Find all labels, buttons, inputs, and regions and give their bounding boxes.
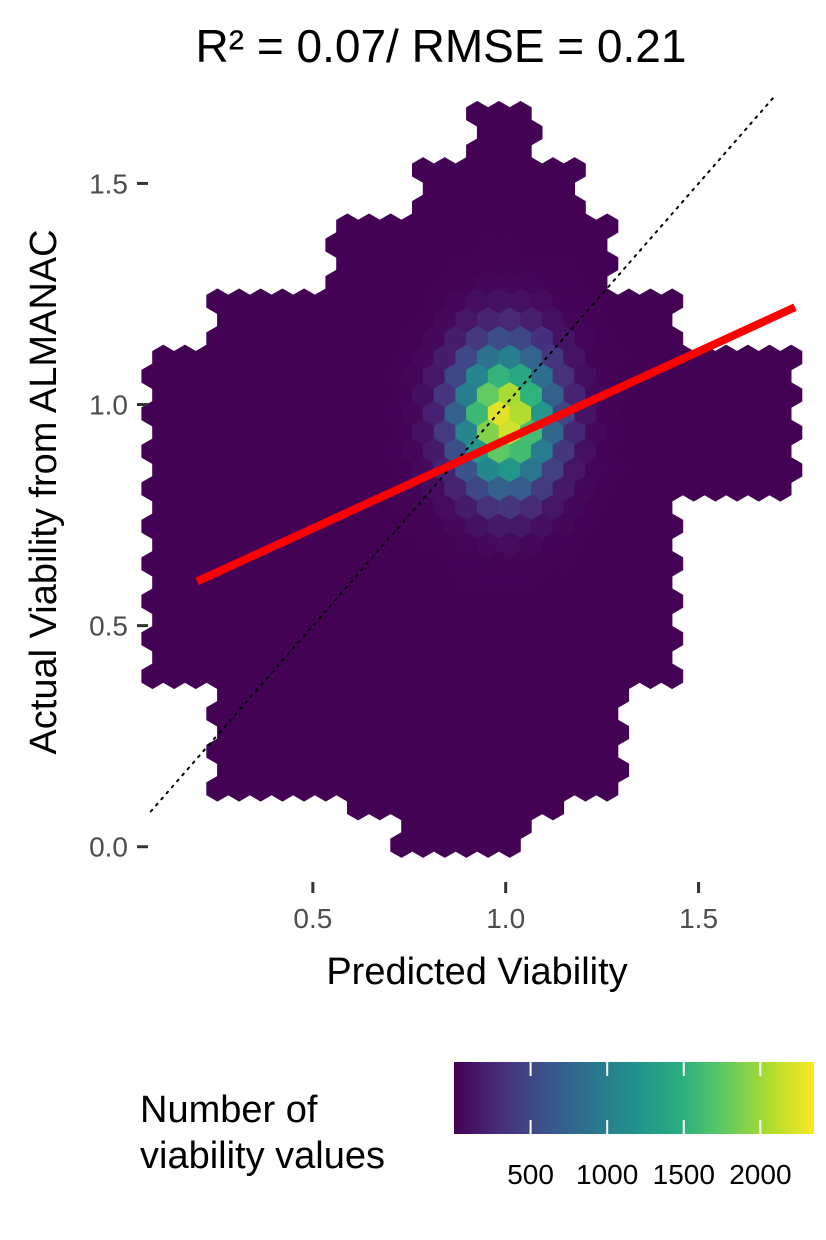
legend-tick-label: 2000	[729, 1159, 791, 1190]
legend-title-line-2: viability values	[140, 1135, 385, 1177]
chart-title: R² = 0.07/ RMSE = 0.21	[196, 20, 687, 72]
legend-title-line-1: Number of	[140, 1089, 318, 1131]
hex-cell	[498, 832, 521, 858]
x-tick-label: 0.5	[293, 903, 332, 934]
hex-cell	[541, 794, 565, 821]
x-tick-label: 1.5	[679, 903, 718, 934]
identity-line	[149, 94, 777, 813]
hex-cell	[660, 663, 684, 690]
legend-colorbar	[454, 1062, 814, 1134]
fit-line-path	[195, 303, 797, 586]
y-tick-label: 0.5	[89, 611, 128, 642]
hexbin-cells	[141, 100, 803, 858]
fit-line	[195, 303, 797, 586]
y-axis-title: Actual Viability from ALMANAC	[23, 229, 65, 754]
legend-tick-label: 1500	[653, 1159, 715, 1190]
y-tick-label: 1.0	[89, 390, 128, 421]
legend: Number of viability values 500 1000 1500 20…	[140, 1062, 814, 1190]
legend-tick-label: 500	[507, 1159, 554, 1190]
hex-cell	[769, 475, 792, 502]
y-tick-label: 0.0	[89, 832, 128, 863]
y-tick-label: 1.5	[89, 168, 128, 199]
x-axis: 0.5 1.0 1.5	[293, 882, 718, 934]
identity-line-path	[149, 94, 777, 813]
hex-cell	[595, 775, 619, 802]
legend-ticks: 500 1000 1500 2000	[507, 1062, 792, 1190]
y-axis: 0.0 0.5 1.0 1.5	[89, 168, 148, 863]
x-tick-label: 1.0	[486, 903, 525, 934]
x-axis-title: Predicted Viability	[326, 951, 627, 993]
legend-tick-label: 1000	[576, 1159, 638, 1190]
